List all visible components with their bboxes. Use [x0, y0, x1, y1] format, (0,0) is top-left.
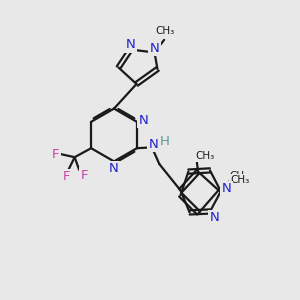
Text: F: F	[81, 169, 88, 182]
Text: CH₃: CH₃	[230, 171, 249, 182]
Text: F: F	[63, 170, 70, 183]
Text: N: N	[109, 162, 119, 176]
Text: CH₃: CH₃	[155, 26, 174, 37]
Text: F: F	[52, 148, 59, 161]
Text: CH₃: CH₃	[231, 175, 250, 185]
Text: N: N	[210, 211, 219, 224]
Text: N: N	[150, 41, 159, 55]
Text: N: N	[148, 137, 158, 151]
Text: N: N	[126, 38, 135, 52]
Text: H: H	[160, 135, 170, 148]
Text: N: N	[222, 182, 231, 196]
Text: N: N	[139, 114, 148, 127]
Text: CH₃: CH₃	[195, 151, 214, 161]
